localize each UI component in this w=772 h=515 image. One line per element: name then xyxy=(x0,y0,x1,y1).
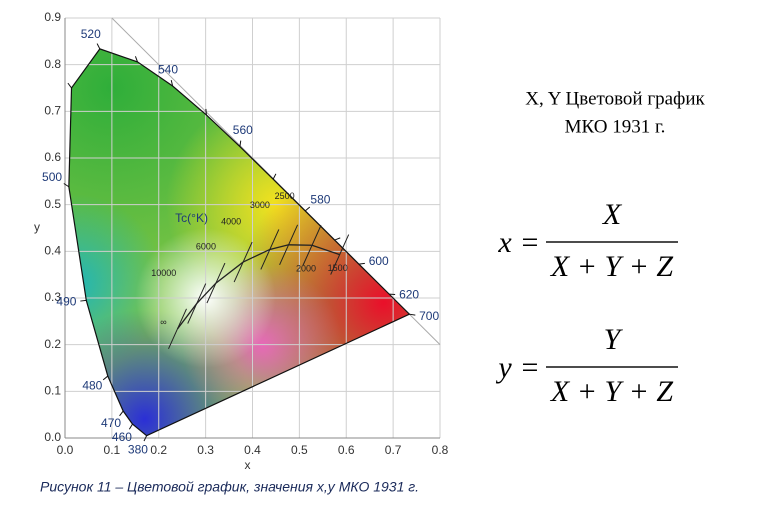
temperature-label: 2500 xyxy=(275,191,295,201)
x-tick-label: 0.6 xyxy=(338,443,355,457)
x-tick-label: 0.1 xyxy=(104,443,121,457)
wavelength-label: 380 xyxy=(128,442,148,456)
caption: Рисунок 11 – Цветовой график, значения x… xyxy=(40,479,419,495)
locus-tick xyxy=(68,83,72,88)
title-line: МКО 1931 г. xyxy=(565,116,666,137)
wavelength-label: 580 xyxy=(310,193,330,207)
temperature-label: 10000 xyxy=(151,268,176,278)
y-tick-label: 0.9 xyxy=(44,10,61,24)
y-tick-label: 0.7 xyxy=(44,104,61,118)
locus-tick xyxy=(305,207,310,211)
temperature-label: 6000 xyxy=(196,241,216,251)
x-tick-label: 0.7 xyxy=(385,443,402,457)
y-tick-label: 0.4 xyxy=(44,244,61,258)
y-tick-label: 0.6 xyxy=(44,150,61,164)
temperature-label: 4000 xyxy=(221,216,241,226)
temperature-label: 3000 xyxy=(250,200,270,210)
formula-lhs: x xyxy=(497,226,512,259)
wavelength-label: 500 xyxy=(42,170,62,184)
y-tick-label: 0.2 xyxy=(44,337,61,351)
wavelength-label: 700 xyxy=(419,309,439,323)
wavelength-label: 600 xyxy=(369,254,389,268)
x-tick-label: 0.2 xyxy=(150,443,167,457)
locus-tick xyxy=(80,300,86,301)
planck-title: Tc(°K) xyxy=(175,211,208,225)
wavelength-label: 520 xyxy=(81,27,101,41)
title-line: X, Y Цветовой график xyxy=(525,88,705,109)
y-tick-label: 0.8 xyxy=(44,57,61,71)
formula-operator: = xyxy=(522,226,539,259)
locus-tick xyxy=(335,238,341,240)
wavelength-label: 460 xyxy=(112,430,132,444)
wavelength-label: 480 xyxy=(82,378,102,392)
x-tick-label: 0.0 xyxy=(57,443,74,457)
formula-lhs: y xyxy=(495,351,512,384)
formula-denominator: X + Y + Z xyxy=(550,375,673,408)
temperature-label: ∞ xyxy=(160,317,166,327)
y-axis-label: y xyxy=(34,220,40,234)
formula-numerator: Y xyxy=(604,323,624,356)
formula-denominator: X + Y + Z xyxy=(550,250,673,283)
formula-operator: = xyxy=(522,351,539,384)
x-axis-label: x xyxy=(245,458,251,472)
formula-numerator: X xyxy=(602,198,623,231)
x-tick-label: 0.8 xyxy=(432,443,449,457)
x-tick-label: 0.4 xyxy=(244,443,261,457)
locus-tick xyxy=(129,424,132,429)
y-tick-label: 0.1 xyxy=(44,384,61,398)
locus-tick xyxy=(97,44,100,49)
wavelength-label: 490 xyxy=(56,294,76,308)
y-tick-label: 0.5 xyxy=(44,197,61,211)
x-tick-label: 0.3 xyxy=(197,443,214,457)
wavelength-label: 560 xyxy=(233,123,253,137)
locus-tick xyxy=(359,263,365,264)
temperature-label: 2000 xyxy=(296,264,316,274)
locus-tick xyxy=(103,376,108,380)
y-tick-label: 0.0 xyxy=(44,430,61,444)
wavelength-label: 540 xyxy=(158,63,178,77)
temperature-label: 1500 xyxy=(328,263,348,273)
wavelength-label: 620 xyxy=(399,287,419,301)
wavelength-label: 470 xyxy=(101,416,121,430)
x-tick-label: 0.5 xyxy=(291,443,308,457)
locus-tick xyxy=(273,174,276,179)
